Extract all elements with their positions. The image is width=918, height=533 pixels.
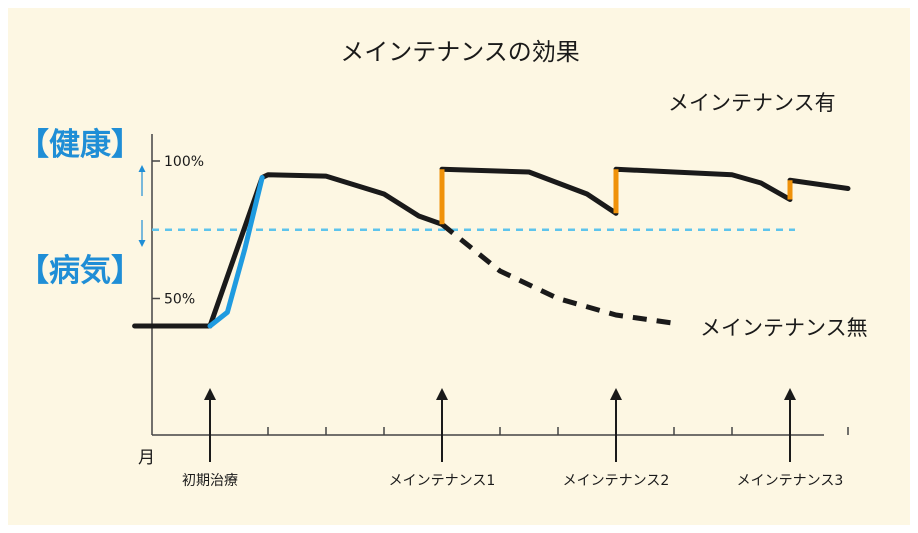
x-axis-label: 月 xyxy=(138,448,155,468)
series-without-maintenance xyxy=(440,222,675,326)
event-marker-3: メインテナンス3 xyxy=(737,388,844,489)
series-baseline xyxy=(132,172,445,329)
event-arrow-head xyxy=(784,388,796,400)
event-marker-1: メインテナンス1 xyxy=(389,388,496,489)
legend-label-without-maintenance: メインテナンス無 xyxy=(700,316,868,340)
event-marker-2: メインテナンス2 xyxy=(563,388,670,489)
y-ticks: 100% 50% xyxy=(152,154,204,308)
category-label-sick: 【病気】 xyxy=(18,253,142,289)
event-arrow-head xyxy=(436,388,448,400)
event-label-3: メインテナンス3 xyxy=(737,473,844,489)
chart-title: メインテナンスの効果 xyxy=(340,38,580,66)
category-range-arrow xyxy=(138,165,146,247)
event-label-0: 初期治療 xyxy=(182,472,238,489)
event-markers: 初期治療 メインテナンス1 メインテナンス2 メインテナンス3 xyxy=(182,388,843,489)
legend-label-with-maintenance: メインテナンス有 xyxy=(668,91,836,115)
y-tick-label-1: 50% xyxy=(164,292,195,308)
series-initial-treatment xyxy=(207,175,265,329)
event-arrow-head xyxy=(610,388,622,400)
event-label-1: メインテナンス1 xyxy=(389,473,496,489)
event-marker-0: 初期治療 xyxy=(182,388,238,489)
chart-panel xyxy=(8,8,910,525)
event-arrow-head xyxy=(204,388,216,400)
series-with-maintenance xyxy=(439,166,851,216)
event-label-2: メインテナンス2 xyxy=(563,473,670,489)
series-layer xyxy=(132,166,851,329)
y-tick-label-0: 100% xyxy=(164,154,204,170)
maintenance-jumps xyxy=(439,169,793,225)
category-label-healthy: 【健康】 xyxy=(18,127,142,163)
